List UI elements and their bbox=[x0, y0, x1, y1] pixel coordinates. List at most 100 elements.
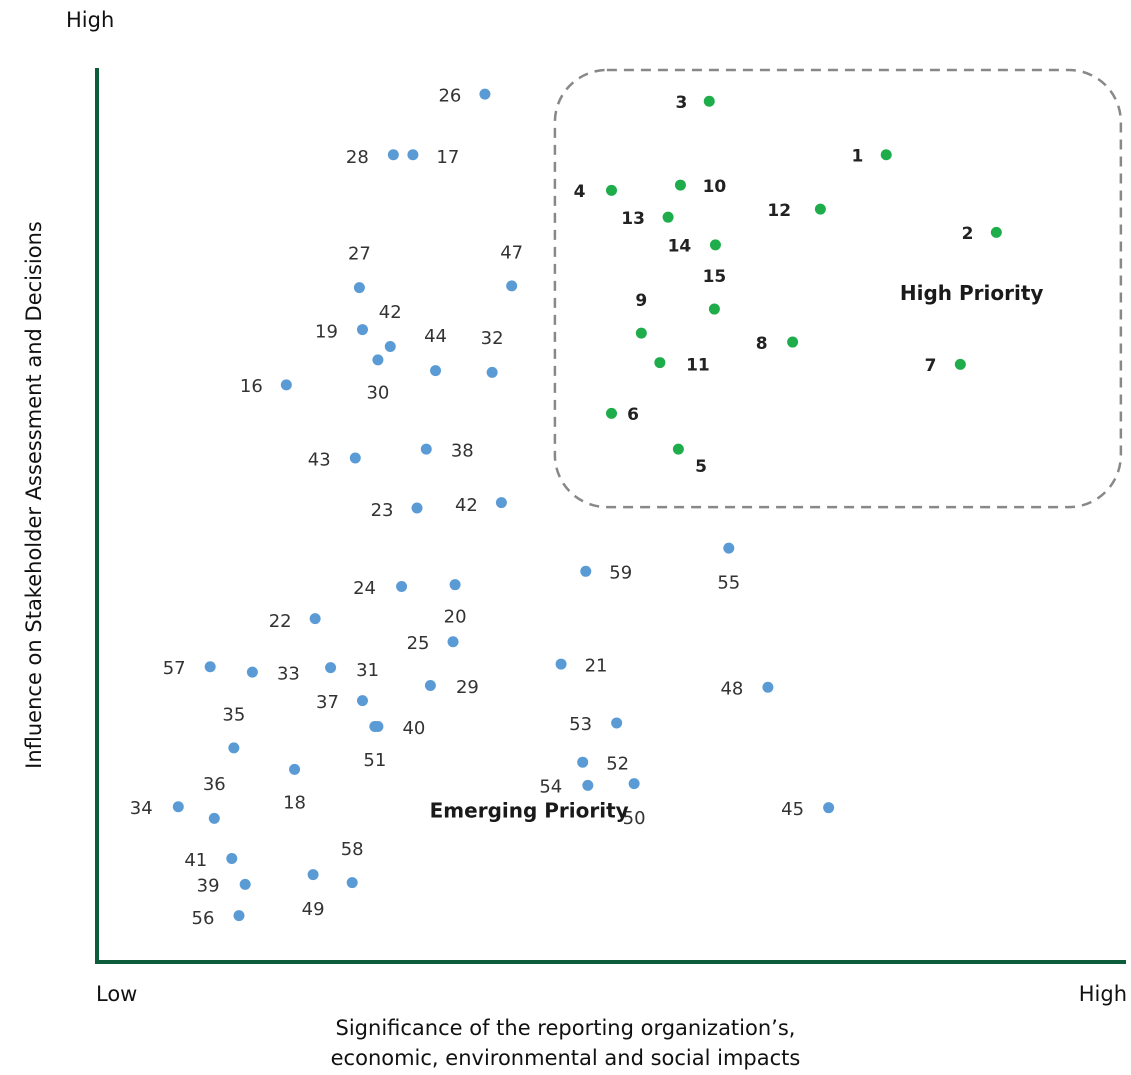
point-43-emerging bbox=[349, 452, 361, 464]
point-14-high bbox=[709, 239, 721, 251]
point-29-emerging bbox=[424, 679, 436, 691]
point-2-high bbox=[990, 226, 1002, 238]
point-47-emerging bbox=[506, 280, 518, 292]
point-28-emerging bbox=[387, 149, 399, 161]
point-56-emerging bbox=[233, 910, 245, 922]
point-32-emerging bbox=[486, 366, 498, 378]
point-label-3-high: 3 bbox=[676, 93, 688, 113]
point-label-44-emerging: 44 bbox=[424, 326, 447, 347]
point-label-59-emerging: 59 bbox=[609, 563, 632, 584]
point-48-emerging bbox=[762, 681, 774, 693]
point-label-54-emerging: 54 bbox=[539, 777, 562, 798]
x-axis-title-line-2: economic, environmental and social impac… bbox=[330, 1046, 801, 1070]
point-33-emerging bbox=[246, 666, 258, 678]
point-label-53-emerging: 53 bbox=[569, 714, 592, 735]
point-23-emerging bbox=[411, 502, 423, 514]
point-label-50-emerging: 50 bbox=[623, 808, 646, 829]
point-label-34-emerging: 34 bbox=[130, 798, 153, 819]
point-label-17-emerging: 17 bbox=[436, 147, 459, 168]
data-points-layer: 1234567891011121314151617181920212223242… bbox=[130, 85, 1002, 929]
point-12-high bbox=[814, 203, 826, 215]
point-label-41-emerging: 41 bbox=[184, 850, 207, 871]
point-17-emerging bbox=[407, 149, 419, 161]
point-4-high bbox=[606, 184, 617, 196]
point-54-emerging bbox=[582, 779, 594, 791]
point-52-emerging bbox=[577, 756, 589, 768]
point-label-5-high: 5 bbox=[695, 457, 707, 477]
point-label-40-emerging: 40 bbox=[402, 718, 425, 739]
point-label-39-emerging: 39 bbox=[197, 876, 220, 897]
point-59-emerging bbox=[580, 565, 592, 577]
point-label-1-high: 1 bbox=[852, 147, 864, 167]
point-label-31-emerging: 31 bbox=[356, 660, 379, 681]
high-priority-region bbox=[553, 68, 1123, 509]
point-label-43-emerging: 43 bbox=[308, 449, 331, 470]
point-label-18-emerging: 18 bbox=[283, 793, 306, 814]
point-label-35-emerging: 35 bbox=[222, 704, 245, 725]
x-axis-high-label: High bbox=[1078, 982, 1127, 1006]
point-26-emerging bbox=[479, 88, 491, 100]
point-37-emerging bbox=[356, 695, 368, 707]
point-35-emerging bbox=[228, 742, 240, 754]
point-label-42-emerging: 42 bbox=[379, 302, 402, 323]
point-58-emerging bbox=[346, 877, 358, 889]
point-50-emerging bbox=[628, 778, 640, 790]
x-axis-title-line-1: Significance of the reporting organizati… bbox=[335, 1016, 796, 1040]
y-axis-title-text: Influence on Stakeholder Assessment and … bbox=[22, 221, 46, 769]
point-25-emerging bbox=[447, 636, 459, 648]
point-18-emerging bbox=[289, 763, 301, 775]
point-38-emerging bbox=[420, 443, 432, 455]
point-label-48-emerging: 48 bbox=[720, 679, 743, 700]
point-44-emerging bbox=[430, 365, 442, 377]
point-45-emerging bbox=[823, 802, 835, 814]
point-label-52-emerging: 52 bbox=[606, 753, 629, 774]
point-6-high bbox=[606, 407, 617, 419]
point-label-11-high: 11 bbox=[686, 355, 710, 375]
point-49-emerging bbox=[307, 869, 319, 881]
annotation-high-priority: High Priority bbox=[900, 281, 1044, 305]
point-label-24-emerging: 24 bbox=[353, 578, 376, 599]
point-label-49-emerging: 49 bbox=[302, 899, 325, 920]
point-label-23-emerging: 23 bbox=[371, 500, 394, 521]
point-24-emerging bbox=[396, 580, 408, 592]
point-19-emerging bbox=[356, 324, 368, 336]
point-label-25-emerging: 25 bbox=[407, 633, 430, 654]
point-label-55-emerging: 55 bbox=[717, 572, 740, 593]
point-8-high bbox=[787, 336, 799, 348]
point-41-emerging bbox=[226, 853, 238, 865]
point-label-42-emerging: 42 bbox=[455, 495, 478, 516]
point-label-51-emerging: 51 bbox=[363, 750, 386, 771]
annotation-emerging-priority: Emerging Priority bbox=[430, 798, 629, 822]
point-1-high bbox=[880, 149, 892, 161]
point-label-6-high: 6 bbox=[627, 405, 639, 425]
point-label-20-emerging: 20 bbox=[444, 606, 467, 627]
point-label-33-emerging: 33 bbox=[277, 663, 300, 684]
point-label-9-high: 9 bbox=[635, 291, 647, 311]
point-label-14-high: 14 bbox=[668, 237, 692, 257]
point-21-emerging bbox=[555, 658, 567, 670]
point-label-16-emerging: 16 bbox=[240, 376, 263, 397]
point-label-36-emerging: 36 bbox=[203, 774, 226, 795]
point-label-32-emerging: 32 bbox=[481, 328, 504, 349]
point-30-emerging bbox=[372, 354, 384, 366]
point-label-2-high: 2 bbox=[962, 224, 974, 244]
x-axis-low-label: Low bbox=[96, 982, 138, 1006]
point-label-38-emerging: 38 bbox=[451, 440, 474, 461]
point-label-57-emerging: 57 bbox=[163, 658, 186, 679]
point-label-47-emerging: 47 bbox=[500, 242, 523, 263]
point-39-emerging bbox=[239, 878, 251, 890]
point-31-emerging bbox=[325, 662, 337, 674]
point-label-21-emerging: 21 bbox=[585, 655, 608, 676]
point-15-high bbox=[708, 303, 720, 315]
annotations-layer: High Priority Emerging Priority bbox=[430, 281, 1044, 822]
point-5-high bbox=[672, 443, 684, 455]
point-13-high bbox=[662, 211, 674, 223]
point-label-8-high: 8 bbox=[756, 334, 768, 354]
point-20-emerging bbox=[449, 579, 461, 591]
point-label-15-high: 15 bbox=[703, 267, 727, 287]
point-57-emerging bbox=[204, 661, 216, 673]
point-label-10-high: 10 bbox=[703, 177, 727, 197]
point-53-emerging bbox=[611, 717, 623, 729]
y-axis-high-label: High bbox=[66, 8, 115, 32]
